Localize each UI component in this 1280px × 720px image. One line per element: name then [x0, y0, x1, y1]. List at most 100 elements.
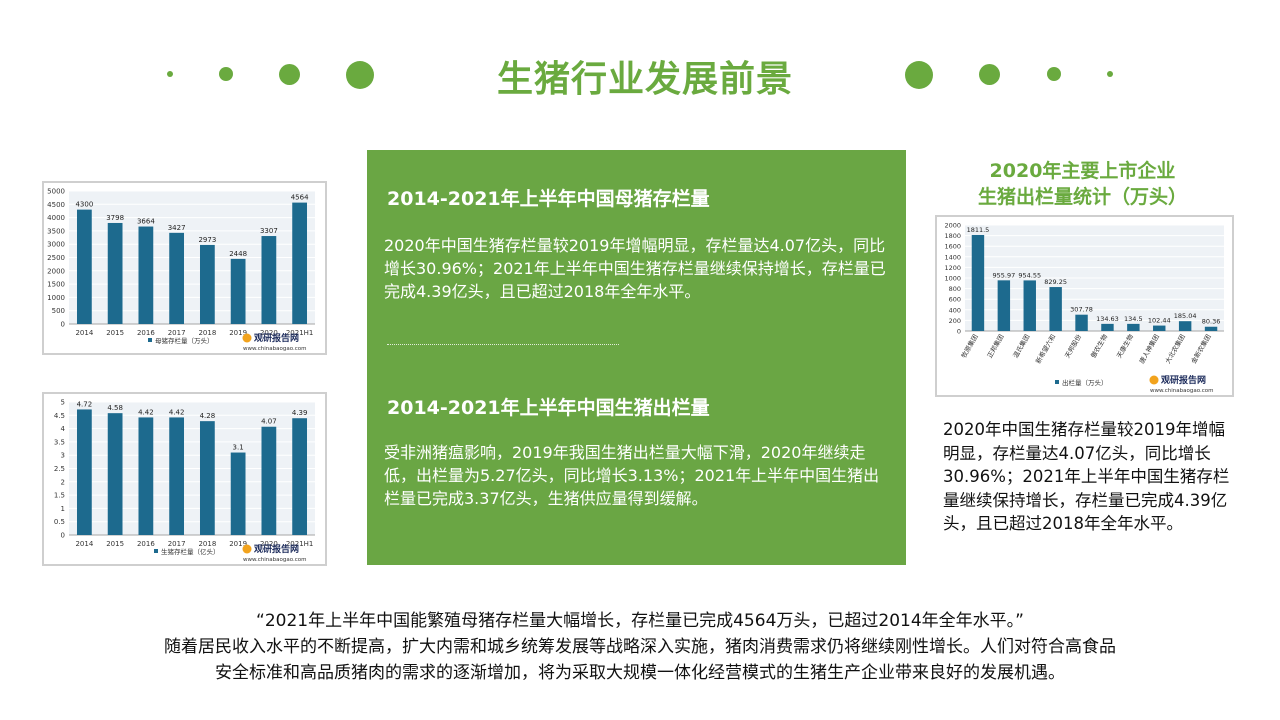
y-tick-label: 4.5	[54, 412, 65, 420]
y-tick-label: 200	[949, 317, 961, 325]
footer-text: “2021年上半年中国能繁殖母猪存栏量大幅增长，存栏量已完成4564万头，已超过…	[60, 608, 1220, 686]
company-chart-title-line1: 2020年主要上市企业	[989, 160, 1176, 182]
y-tick-label: 3	[61, 452, 65, 460]
x-tick-label: 2020	[260, 540, 278, 548]
data-label: 134.63	[1096, 315, 1119, 323]
data-label: 4300	[75, 201, 93, 209]
y-tick-label: 3.5	[54, 438, 65, 446]
bar	[230, 258, 246, 324]
data-label: 829.25	[1044, 278, 1067, 286]
y-tick-label: 0	[61, 532, 65, 540]
data-label: 3798	[106, 214, 124, 222]
x-tick-label: 天康生物	[1114, 332, 1135, 359]
data-label: 4.39	[292, 409, 308, 417]
x-tick-label: 温氏集团	[1011, 333, 1032, 360]
x-tick-label: 正邦集团	[985, 333, 1006, 360]
x-tick-label: 2021H1	[286, 329, 314, 337]
bar	[107, 222, 123, 324]
data-label: 307.78	[1070, 306, 1093, 314]
bar	[292, 418, 308, 535]
legend-swatch	[148, 338, 152, 342]
decor-dot	[219, 67, 233, 81]
bar	[230, 452, 246, 535]
x-tick-label: 2017	[168, 540, 186, 548]
logo-icon	[242, 544, 252, 554]
y-tick-label: 1.5	[54, 492, 65, 500]
x-tick-label: 新希望六和	[1033, 333, 1057, 366]
y-tick-label: 600	[949, 296, 961, 304]
legend-label: 生猪存栏量（亿头）	[161, 547, 220, 556]
bar	[1101, 323, 1114, 331]
company-chart-title-line2: 生猪出栏量统计（万头）	[977, 186, 1187, 208]
x-tick-label: 2018	[198, 540, 216, 548]
data-label: 955.97	[992, 271, 1015, 279]
panel-divider	[387, 344, 619, 345]
y-tick-label: 2000	[944, 222, 961, 230]
y-tick-label: 400	[949, 306, 961, 314]
data-label: 2973	[198, 236, 216, 244]
y-tick-label: 1000	[47, 294, 65, 302]
logo-text: 观研报告网	[254, 332, 299, 344]
sow-chart: 0 500 1000 1500 2000 2500 3000 3500 4000 4500 5000…	[42, 181, 327, 355]
bar	[261, 426, 277, 535]
y-tick-label: 1500	[47, 281, 65, 289]
company-chart: 0 200 400 600 800 1000 1200 1400 1600 1800 2000 181…	[935, 215, 1234, 397]
y-tick-label: 1	[61, 505, 65, 513]
data-label: 134.5	[1124, 315, 1143, 323]
logo-icon	[1149, 375, 1159, 385]
data-label: 4.07	[261, 418, 277, 426]
decor-dot	[1107, 71, 1113, 77]
data-label: 2448	[229, 250, 247, 258]
y-tick-label: 1000	[944, 275, 961, 283]
logo-text: 观研报告网	[254, 543, 299, 555]
data-label: 1811.5	[967, 226, 990, 234]
data-label: 102.44	[1148, 317, 1171, 325]
legend-label: 母猪存栏量（万头）	[155, 336, 214, 345]
sow-chart-svg: 0 500 1000 1500 2000 2500 3000 3500 4000 4500 5000…	[47, 188, 315, 352]
footer-quote: “2021年上半年中国能繁殖母猪存栏量大幅增长，存栏量已完成4564万头，已超过…	[256, 611, 1024, 631]
bar	[1049, 287, 1062, 331]
bar	[107, 413, 123, 535]
bar	[1204, 326, 1218, 331]
y-tick-label: 2500	[47, 254, 65, 262]
x-tick-label: 2016	[137, 329, 155, 337]
x-tick-label: 2015	[106, 329, 124, 337]
y-tick-label: 0	[61, 321, 65, 329]
x-tick-label: 2016	[137, 540, 155, 548]
bar	[1178, 321, 1192, 331]
decor-dot	[905, 61, 933, 89]
x-tick-label: 2019	[229, 329, 247, 337]
decor-dot	[346, 61, 374, 89]
y-tick-label: 0.5	[54, 518, 65, 526]
decor-dot	[979, 64, 1000, 85]
y-tick-label: 5	[61, 399, 65, 407]
decor-dot	[279, 64, 300, 85]
y-tick-label: 500	[52, 307, 65, 315]
bar	[1153, 325, 1166, 331]
bar	[138, 226, 154, 324]
decor-dot	[1047, 67, 1061, 81]
hog-chart-svg: 0 0.5 1 1.5 2 2.5 3 3.5 4 4.5 5 4.72 2014 4.58 2015 4.4…	[54, 399, 315, 563]
data-label: 80.36	[1202, 318, 1221, 326]
data-label: 185.04	[1174, 312, 1197, 320]
x-tick-label: 唐人神集团	[1137, 333, 1161, 366]
x-tick-label: 2014	[75, 329, 93, 337]
y-tick-label: 1400	[944, 253, 961, 261]
x-tick-label: 2017	[168, 329, 186, 337]
data-label: 3427	[168, 224, 186, 232]
x-tick-label: 2021H1	[286, 540, 314, 548]
x-tick-label: 2015	[106, 540, 124, 548]
data-label: 4.58	[107, 404, 123, 412]
logo-text: 观研报告网	[1161, 374, 1206, 386]
x-tick-label: 金新农集团	[1189, 333, 1213, 366]
footer-line3: 安全标准和高品质猪肉的需求的逐渐增加，将为采取大规模一体化经营模式的生猪生产企业…	[215, 663, 1065, 683]
section1-title: 2014-2021年上半年中国母猪存栏量	[387, 188, 710, 210]
x-tick-label: 大北农集团	[1163, 333, 1187, 366]
y-tick-label: 2.5	[54, 465, 65, 473]
data-label: 4.42	[138, 408, 154, 416]
decor-dot	[167, 71, 173, 77]
footer-line2: 随着居民收入水平的不断提高，扩大内需和城乡统筹发展等战略深入实施，猪肉消费需求仍…	[164, 637, 1116, 657]
x-tick-label: 2019	[229, 540, 247, 548]
legend-label: 出栏量（万头）	[1062, 378, 1108, 387]
logo-url: www.chinabaogao.com	[243, 346, 306, 352]
